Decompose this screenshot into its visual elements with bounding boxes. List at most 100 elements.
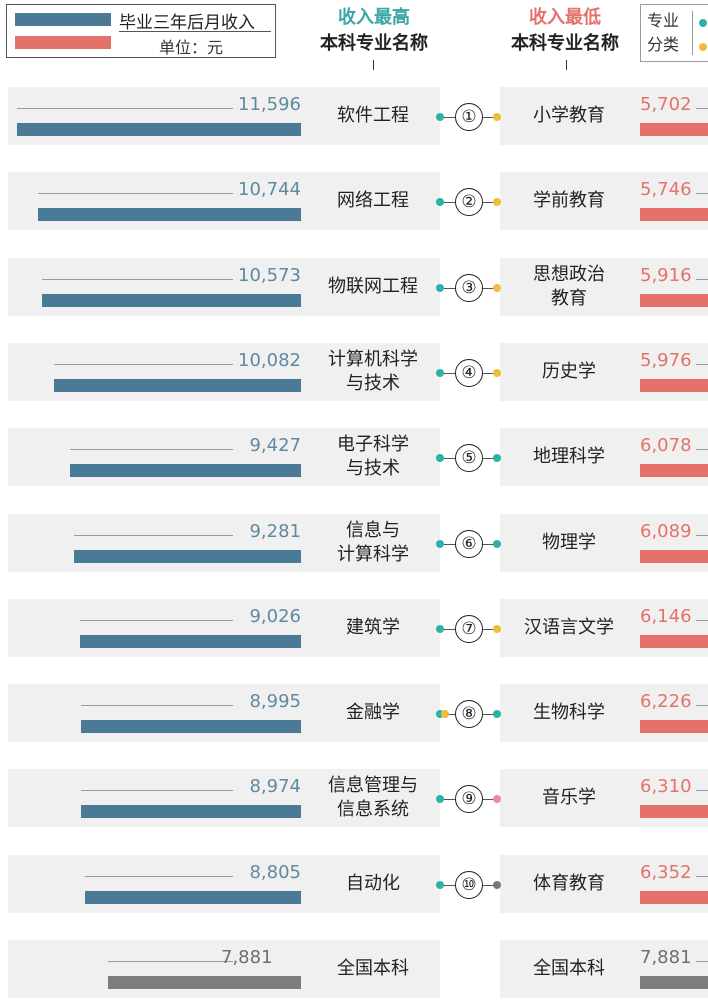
major-category-dot bbox=[436, 198, 444, 207]
lowest-income-major: 汉语言文学 bbox=[524, 616, 614, 638]
highest-income-bar bbox=[37, 208, 301, 222]
lowest-income-bar bbox=[640, 378, 708, 392]
highest-income-major: 自动化 bbox=[346, 872, 400, 894]
lowest-income-bar bbox=[640, 805, 708, 819]
lowest-income-value: 6,146 bbox=[640, 605, 692, 627]
value-guide-line bbox=[107, 961, 233, 962]
lowest-income-bar bbox=[640, 208, 708, 222]
value-guide-line bbox=[37, 193, 233, 195]
header-tick-low bbox=[566, 60, 567, 70]
value-guide-line bbox=[85, 875, 233, 877]
major-category-dot bbox=[436, 795, 444, 804]
value-guide-line bbox=[70, 449, 233, 451]
value-guide-line bbox=[81, 790, 233, 792]
value-guide-line bbox=[41, 278, 233, 280]
national-bar-right bbox=[640, 976, 708, 989]
value-guide-line bbox=[79, 619, 233, 621]
major-category-dot bbox=[436, 880, 444, 889]
lowest-income-value: 5,702 bbox=[640, 94, 692, 115]
legend-unit: 单位：元 bbox=[159, 38, 224, 57]
major-category-dot bbox=[493, 283, 501, 292]
highest-income-value: 10,744 bbox=[238, 179, 301, 201]
highest-income-major: 软件工程 bbox=[337, 105, 409, 126]
major-category-dot bbox=[436, 624, 444, 633]
highest-income-major: 信息管理与 信息系统 bbox=[328, 775, 418, 821]
value-guide-line bbox=[16, 108, 233, 109]
highest-income-value: 11,596 bbox=[238, 94, 301, 115]
major-category-dot bbox=[493, 113, 501, 121]
legend-swatch-highest bbox=[15, 13, 111, 26]
highest-income-value: 9,281 bbox=[249, 520, 301, 542]
value-guide-line bbox=[696, 875, 708, 877]
value-guide-line bbox=[696, 108, 708, 109]
major-category-dot bbox=[493, 368, 501, 377]
major-category-dot bbox=[441, 710, 449, 719]
highest-income-bar bbox=[73, 549, 301, 563]
lowest-income-header: 收入最低 本科专业名称 bbox=[490, 5, 640, 57]
value-guide-line bbox=[696, 619, 708, 621]
rank-badge: ⑨ bbox=[455, 785, 483, 814]
value-guide-line bbox=[696, 449, 708, 451]
lowest-income-major: 地理科学 bbox=[533, 446, 605, 468]
legend-label: 毕业三年后月收入 bbox=[119, 13, 255, 33]
rank-badge: ④ bbox=[455, 358, 483, 387]
category-legend-label: 专业分类 bbox=[647, 11, 680, 54]
rank-badge: ② bbox=[455, 188, 483, 217]
lowest-income-major: 思想政治 教育 bbox=[533, 263, 605, 309]
major-category-dot bbox=[436, 454, 444, 463]
lowest-income-value: 6,310 bbox=[640, 776, 692, 798]
value-guide-line bbox=[696, 363, 708, 365]
value-guide-line bbox=[696, 278, 708, 280]
highest-income-bar bbox=[41, 293, 301, 307]
lowest-income-bar bbox=[640, 890, 708, 904]
lowest-income-value: 5,976 bbox=[640, 349, 692, 371]
rank-badge: ① bbox=[455, 103, 483, 131]
national-name-left: 全国本科 bbox=[337, 958, 409, 979]
legend-swatch-lowest bbox=[15, 36, 111, 49]
lowest-income-bar bbox=[640, 464, 708, 478]
highest-income-major: 信息与 计算科学 bbox=[337, 519, 409, 565]
lowest-income-bar bbox=[640, 634, 708, 648]
lowest-income-value: 6,089 bbox=[640, 520, 692, 542]
highest-income-major: 计算机科学 与技术 bbox=[328, 348, 418, 394]
highest-income-major: 金融学 bbox=[346, 702, 400, 724]
value-guide-line bbox=[696, 534, 708, 536]
lowest-income-bar bbox=[640, 123, 708, 136]
rank-badge: ⑩ bbox=[455, 870, 483, 899]
highest-income-bar bbox=[16, 123, 301, 136]
major-category-dot bbox=[436, 113, 444, 121]
rank-badge: ⑦ bbox=[455, 614, 483, 643]
major-category-dot bbox=[436, 283, 444, 292]
major-category-dot bbox=[493, 624, 501, 633]
highest-income-value: 8,974 bbox=[249, 776, 301, 798]
lowest-income-value: 6,352 bbox=[640, 861, 692, 883]
lowest-income-value: 5,746 bbox=[640, 179, 692, 201]
major-category-dot bbox=[493, 198, 501, 207]
highest-income-value: 8,805 bbox=[249, 861, 301, 883]
lowest-income-major: 生物科学 bbox=[533, 702, 605, 724]
highest-income-bar bbox=[53, 378, 301, 392]
lowest-income-value: 5,916 bbox=[640, 264, 692, 286]
highest-income-bar bbox=[70, 464, 301, 478]
highest-income-bar bbox=[85, 890, 301, 904]
national-value-left: 7,881 bbox=[221, 947, 273, 968]
lowest-income-subtitle: 本科专业名称 bbox=[511, 33, 619, 54]
rank-badge: ⑧ bbox=[455, 700, 483, 729]
category-legend: 专业分类 bbox=[640, 4, 708, 62]
rank-badge: ⑥ bbox=[455, 529, 483, 558]
highest-income-value: 9,427 bbox=[249, 435, 301, 457]
lowest-income-major: 小学教育 bbox=[533, 105, 605, 126]
major-category-dot bbox=[493, 454, 501, 463]
value-guide-line bbox=[696, 193, 708, 195]
highest-income-value: 10,082 bbox=[238, 349, 301, 371]
value-guide-line bbox=[696, 790, 708, 792]
highest-income-subtitle: 本科专业名称 bbox=[320, 33, 428, 54]
major-category-dot bbox=[493, 539, 501, 548]
category-legend-divider bbox=[692, 11, 693, 55]
highest-income-bar bbox=[79, 634, 301, 648]
lowest-income-bar bbox=[640, 293, 708, 307]
lowest-income-major: 物理学 bbox=[542, 531, 596, 553]
major-category-dot bbox=[436, 368, 444, 377]
rank-badge: ⑤ bbox=[455, 444, 483, 473]
header-tick-high bbox=[373, 60, 374, 70]
